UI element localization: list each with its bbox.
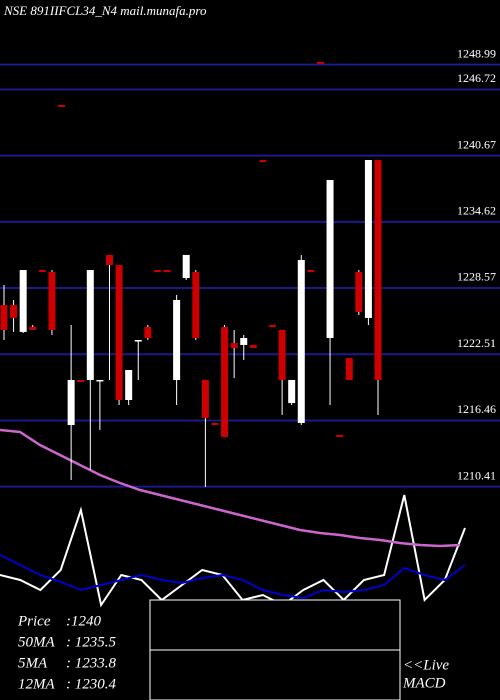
indicator-line	[0, 554, 466, 600]
candle-body	[201, 379, 209, 419]
y-tick-label: 1246.72	[457, 71, 496, 85]
y-tick-label: 1216.46	[457, 402, 496, 416]
info-value: : 1230.4	[66, 676, 116, 692]
candle-body	[316, 62, 324, 64]
info-label: 5MA	[18, 655, 48, 671]
candle-body	[249, 344, 257, 349]
candle-body	[10, 305, 18, 318]
candle-body	[355, 272, 363, 313]
candle-body	[307, 270, 315, 273]
candle-body	[86, 270, 94, 380]
candle-body	[221, 327, 229, 437]
candle-body	[336, 434, 344, 437]
chart-title: NSE 891IIFCL34_N4 mail.munafa.pro	[3, 3, 207, 18]
candle-body	[173, 300, 181, 380]
y-tick-label: 1240.67	[457, 137, 496, 151]
candle-body	[134, 340, 142, 342]
info-label: Price	[17, 613, 51, 629]
candle-body	[153, 270, 161, 273]
y-tick-label: 1210.41	[457, 468, 496, 482]
info-value: : 1233.8	[66, 655, 116, 671]
candle-body	[58, 105, 66, 107]
info-label: 12MA	[18, 676, 55, 692]
candle-body	[326, 180, 334, 338]
indicator-line	[0, 494, 466, 608]
candle-body	[163, 270, 171, 273]
candle-body	[345, 357, 353, 380]
info-label: 50MA	[18, 634, 55, 650]
ma-line	[0, 428, 461, 548]
candle-body	[67, 379, 75, 426]
candle-body	[77, 379, 85, 383]
candle-body	[192, 272, 200, 338]
candle-body	[240, 337, 248, 345]
candle-body	[297, 259, 305, 423]
macd-label: MACD	[402, 675, 446, 691]
candle-body	[48, 272, 56, 330]
candle-body	[115, 265, 123, 400]
candle-body	[211, 422, 219, 426]
y-tick-label: 1222.51	[457, 336, 496, 350]
candle-body	[259, 160, 267, 162]
candle-body	[19, 270, 27, 332]
info-value: :1240	[66, 613, 101, 629]
candle-body	[0, 305, 8, 330]
candle-body	[96, 379, 104, 382]
candle-body	[144, 327, 152, 338]
macd-label: <<Live	[403, 657, 449, 673]
candle-body	[182, 254, 190, 279]
candle-body	[38, 270, 46, 273]
candle-body	[374, 160, 382, 380]
candle-body	[105, 254, 113, 266]
candle-body	[125, 370, 133, 400]
candle-body	[364, 160, 372, 318]
info-value: : 1235.5	[66, 634, 116, 650]
candle-body	[230, 343, 238, 349]
y-tick-label: 1248.99	[457, 46, 496, 60]
candle-body	[269, 324, 277, 328]
y-tick-label: 1234.62	[457, 204, 496, 218]
candle-body	[278, 329, 286, 380]
y-tick-label: 1228.57	[457, 270, 496, 284]
candle-body	[288, 379, 296, 404]
candle-body	[29, 327, 37, 330]
